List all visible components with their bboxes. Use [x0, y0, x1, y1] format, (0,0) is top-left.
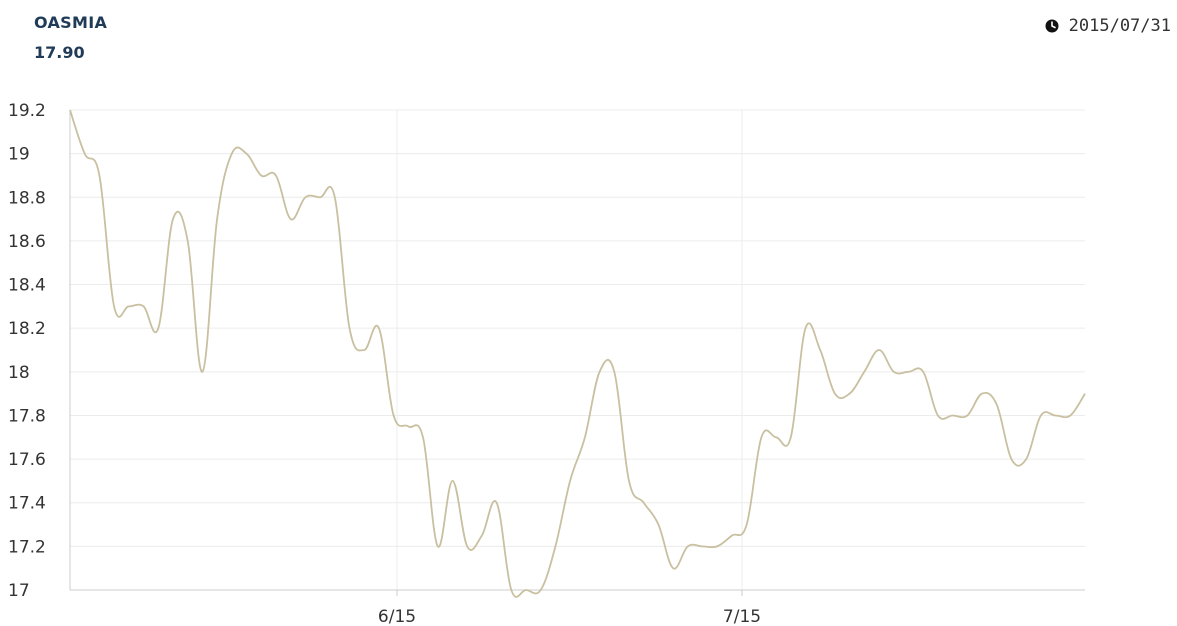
data-point — [583, 435, 587, 439]
data-point — [759, 435, 763, 439]
data-point — [509, 588, 513, 592]
data-point — [1009, 457, 1013, 461]
data-point — [745, 523, 749, 527]
data-point — [833, 392, 837, 396]
chart-header: OASMIA 17.90 — [34, 12, 107, 64]
y-tick-label: 17 — [8, 581, 30, 601]
data-point — [259, 174, 263, 178]
y-tick-label: 17.2 — [8, 537, 46, 557]
data-point — [907, 370, 911, 374]
data-point — [436, 544, 440, 548]
data-point — [965, 414, 969, 418]
data-point — [186, 239, 190, 243]
data-point — [97, 174, 101, 178]
data-point — [612, 370, 616, 374]
data-point — [936, 414, 940, 418]
data-point — [921, 370, 925, 374]
data-point — [686, 544, 690, 548]
y-tick-label: 18.6 — [8, 232, 46, 252]
data-point — [1054, 414, 1058, 418]
data-point — [804, 326, 808, 330]
data-point — [627, 479, 631, 483]
data-point — [568, 479, 572, 483]
data-point — [848, 392, 852, 396]
price-series-line — [69, 109, 1086, 598]
y-tick-label: 18 — [8, 363, 30, 383]
data-point — [553, 544, 557, 548]
data-point — [171, 217, 175, 221]
data-point — [598, 370, 602, 374]
data-point — [465, 544, 469, 548]
y-tick-label: 18.8 — [8, 188, 46, 208]
data-point — [451, 479, 455, 483]
data-point — [774, 435, 778, 439]
date-text: 2015/07/31 — [1068, 16, 1171, 36]
date-display: 2015/07/31 — [1045, 16, 1171, 36]
data-point — [995, 403, 999, 407]
data-point — [789, 435, 793, 439]
y-tick-label: 18.4 — [8, 276, 46, 296]
data-point — [1024, 457, 1028, 461]
data-point — [818, 348, 822, 352]
data-point — [951, 414, 955, 418]
tick-labels: 19.2 19 18.8 18.6 18.4 18.2 18 17.8 17.6 17.4 17.2… — [8, 101, 761, 626]
data-point — [480, 534, 484, 538]
data-point — [1039, 414, 1043, 418]
y-tick-label: 19.2 — [8, 101, 46, 121]
axes — [69, 110, 1085, 596]
data-point — [230, 152, 234, 156]
data-point — [892, 370, 896, 374]
data-point — [215, 217, 219, 221]
data-point — [495, 501, 499, 505]
data-point — [524, 588, 528, 592]
data-point — [318, 195, 322, 199]
data-point — [112, 304, 116, 308]
data-point — [671, 566, 675, 570]
x-tick-label: 6/15 — [378, 607, 416, 626]
data-point — [142, 304, 146, 308]
data-point — [333, 195, 337, 199]
data-point — [642, 501, 646, 505]
data-point — [289, 217, 293, 221]
clock-icon — [1045, 19, 1059, 33]
y-tick-label: 17.4 — [8, 494, 46, 514]
data-point — [715, 544, 719, 548]
data-point — [1068, 414, 1072, 418]
data-point — [362, 348, 366, 352]
last-price: 17.90 — [34, 43, 85, 62]
data-point — [730, 534, 734, 538]
ticker-symbol: OASMIA — [34, 13, 108, 32]
data-point — [245, 152, 249, 156]
data-point — [1083, 392, 1087, 396]
y-tick-label: 19 — [8, 145, 30, 165]
data-point — [156, 326, 160, 330]
data-point — [348, 326, 352, 330]
series-layer — [68, 108, 1087, 598]
data-point — [274, 174, 278, 178]
y-tick-label: 18.2 — [8, 319, 46, 339]
data-point — [83, 152, 87, 156]
data-point — [377, 326, 381, 330]
x-tick-label: 7/15 — [723, 607, 761, 626]
data-point — [539, 588, 543, 592]
data-point — [406, 424, 410, 428]
data-point — [656, 523, 660, 527]
data-point — [877, 348, 881, 352]
data-point — [701, 544, 705, 548]
y-tick-label: 17.8 — [8, 406, 46, 426]
data-point — [127, 304, 131, 308]
data-point — [392, 414, 396, 418]
data-point — [862, 370, 866, 374]
data-point — [68, 108, 72, 112]
y-tick-label: 17.6 — [8, 450, 46, 470]
data-point — [980, 392, 984, 396]
grid-lines — [70, 109, 1085, 591]
data-point — [200, 370, 204, 374]
data-point — [303, 195, 307, 199]
data-point — [421, 435, 425, 439]
